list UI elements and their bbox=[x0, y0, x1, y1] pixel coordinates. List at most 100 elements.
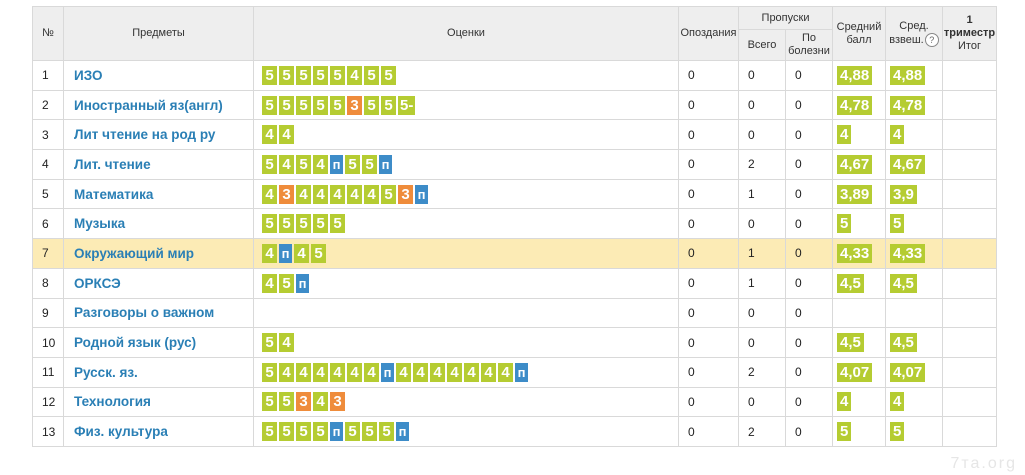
grade-mark[interactable]: 5 bbox=[262, 362, 277, 382]
grade-mark[interactable]: 4 bbox=[262, 125, 277, 145]
grade-mark[interactable]: 4 bbox=[279, 333, 294, 353]
grade-mark[interactable]: 3 bbox=[296, 392, 311, 412]
grade-mark[interactable]: 5 bbox=[279, 273, 294, 293]
grade-mark[interactable]: 5 bbox=[313, 95, 328, 115]
grade-mark[interactable]: 3 bbox=[347, 95, 362, 115]
grade-mark[interactable]: 5 bbox=[296, 154, 311, 174]
absence-mark[interactable]: п bbox=[379, 154, 392, 174]
grade-mark[interactable]: 4 bbox=[262, 243, 277, 263]
grade-mark[interactable]: 5 bbox=[364, 65, 379, 85]
grade-mark[interactable]: 5 bbox=[279, 392, 294, 412]
grade-mark[interactable]: 5 bbox=[262, 214, 277, 234]
grade-mark[interactable]: 4 bbox=[279, 125, 294, 145]
grade-mark[interactable]: 4 bbox=[279, 154, 294, 174]
grade-mark[interactable]: 5 bbox=[362, 422, 377, 442]
grade-mark[interactable]: 5 bbox=[345, 154, 360, 174]
grade-mark[interactable]: 5 bbox=[262, 422, 277, 442]
grade-mark[interactable]: 4 bbox=[481, 362, 496, 382]
grade-mark[interactable]: 4 bbox=[313, 392, 328, 412]
subject-link[interactable]: Физ. культура bbox=[63, 416, 254, 447]
grade-mark[interactable]: 5 bbox=[330, 95, 345, 115]
grade-mark[interactable]: 4 bbox=[294, 243, 309, 263]
grade-mark[interactable]: 5 bbox=[296, 65, 311, 85]
grade-mark[interactable]: 4 bbox=[262, 184, 277, 204]
grade-mark[interactable]: 4 bbox=[347, 362, 362, 382]
subject-link[interactable]: Русск. яз. bbox=[63, 356, 254, 388]
subject-link[interactable]: Окружающий мир bbox=[63, 238, 254, 269]
grade-mark[interactable]: 5 bbox=[381, 184, 396, 204]
subject-link[interactable]: Лит чтение на род ру bbox=[63, 119, 254, 151]
grade-mark[interactable]: 3 bbox=[398, 184, 413, 204]
subject-link[interactable]: Иностранный яз(англ) bbox=[63, 89, 254, 121]
grade-mark[interactable]: 5 bbox=[279, 95, 294, 115]
grade-mark[interactable]: 4 bbox=[447, 362, 462, 382]
average-cell bbox=[832, 297, 886, 329]
grade-mark[interactable]: 5 bbox=[381, 95, 396, 115]
grade-mark[interactable]: 4 bbox=[347, 184, 362, 204]
grade-mark[interactable]: 4 bbox=[296, 362, 311, 382]
grade-mark[interactable]: 4 bbox=[413, 362, 428, 382]
grade-mark[interactable]: 5 bbox=[262, 333, 277, 353]
absence-mark[interactable]: п bbox=[415, 184, 428, 204]
grade-mark[interactable]: 4 bbox=[347, 65, 362, 85]
grade-mark[interactable]: 5 bbox=[379, 422, 394, 442]
grade-mark[interactable]: 4 bbox=[364, 184, 379, 204]
absence-mark[interactable]: п bbox=[381, 362, 394, 382]
grade-mark[interactable]: 5 bbox=[279, 422, 294, 442]
grade-mark[interactable]: 5 bbox=[362, 154, 377, 174]
subject-link[interactable]: Математика bbox=[63, 178, 254, 210]
grade-mark[interactable]: 5 bbox=[381, 65, 396, 85]
help-icon[interactable]: ? bbox=[924, 33, 939, 47]
grade-mark[interactable]: 3 bbox=[279, 184, 294, 204]
grade-mark[interactable]: 5- bbox=[398, 95, 416, 115]
grade-mark[interactable]: 5 bbox=[279, 214, 294, 234]
grade-mark[interactable]: 5 bbox=[313, 422, 328, 442]
grade-mark[interactable]: 5 bbox=[345, 422, 360, 442]
grade-mark[interactable]: 4 bbox=[279, 362, 294, 382]
final-grade bbox=[942, 89, 997, 121]
subject-link[interactable]: Лит. чтение bbox=[63, 149, 254, 180]
absence-mark[interactable]: п bbox=[515, 362, 528, 382]
grade-mark[interactable]: 4 bbox=[313, 184, 328, 204]
grade-mark[interactable]: 3 bbox=[330, 392, 345, 412]
subject-link[interactable]: ОРКСЭ bbox=[63, 267, 254, 299]
row-number: 13 bbox=[32, 416, 64, 447]
grade-mark[interactable]: 4 bbox=[498, 362, 513, 382]
absence-mark[interactable]: п bbox=[396, 422, 409, 442]
grade-mark[interactable]: 5 bbox=[330, 214, 345, 234]
grade-mark[interactable]: 5 bbox=[262, 95, 277, 115]
grade-mark[interactable]: 4 bbox=[364, 362, 379, 382]
absence-mark[interactable]: п bbox=[296, 273, 309, 293]
grade-mark[interactable]: 5 bbox=[262, 154, 277, 174]
grade-mark[interactable]: 5 bbox=[296, 422, 311, 442]
subject-link[interactable]: ИЗО bbox=[63, 60, 254, 91]
grade-mark[interactable]: 5 bbox=[330, 65, 345, 85]
absence-mark[interactable]: п bbox=[279, 243, 292, 263]
grade-mark[interactable]: 5 bbox=[262, 392, 277, 412]
grade-mark[interactable]: 4 bbox=[262, 273, 277, 293]
subject-link[interactable]: Разговоры о важном bbox=[63, 297, 254, 329]
grade-mark[interactable]: 5 bbox=[311, 243, 326, 263]
grade-mark[interactable]: 4 bbox=[330, 362, 345, 382]
subject-link[interactable]: Музыка bbox=[63, 208, 254, 240]
grade-mark[interactable]: 4 bbox=[430, 362, 445, 382]
absence-mark[interactable]: п bbox=[330, 422, 343, 442]
subject-link[interactable]: Технология bbox=[63, 386, 254, 418]
grade-mark[interactable]: 4 bbox=[396, 362, 411, 382]
grade-mark[interactable]: 5 bbox=[262, 65, 277, 85]
absence-mark[interactable]: п bbox=[330, 154, 343, 174]
grade-mark[interactable]: 5 bbox=[313, 65, 328, 85]
grade-mark[interactable]: 5 bbox=[364, 95, 379, 115]
grade-mark[interactable]: 5 bbox=[296, 214, 311, 234]
weighted-badge: 4 bbox=[890, 392, 905, 412]
final-grade bbox=[942, 386, 997, 418]
grade-mark[interactable]: 5 bbox=[296, 95, 311, 115]
grade-mark[interactable]: 5 bbox=[313, 214, 328, 234]
grade-mark[interactable]: 4 bbox=[464, 362, 479, 382]
grade-mark[interactable]: 4 bbox=[313, 362, 328, 382]
grade-mark[interactable]: 5 bbox=[279, 65, 294, 85]
grade-mark[interactable]: 4 bbox=[313, 154, 328, 174]
grade-mark[interactable]: 4 bbox=[296, 184, 311, 204]
grade-mark[interactable]: 4 bbox=[330, 184, 345, 204]
subject-link[interactable]: Родной язык (рус) bbox=[63, 327, 254, 358]
